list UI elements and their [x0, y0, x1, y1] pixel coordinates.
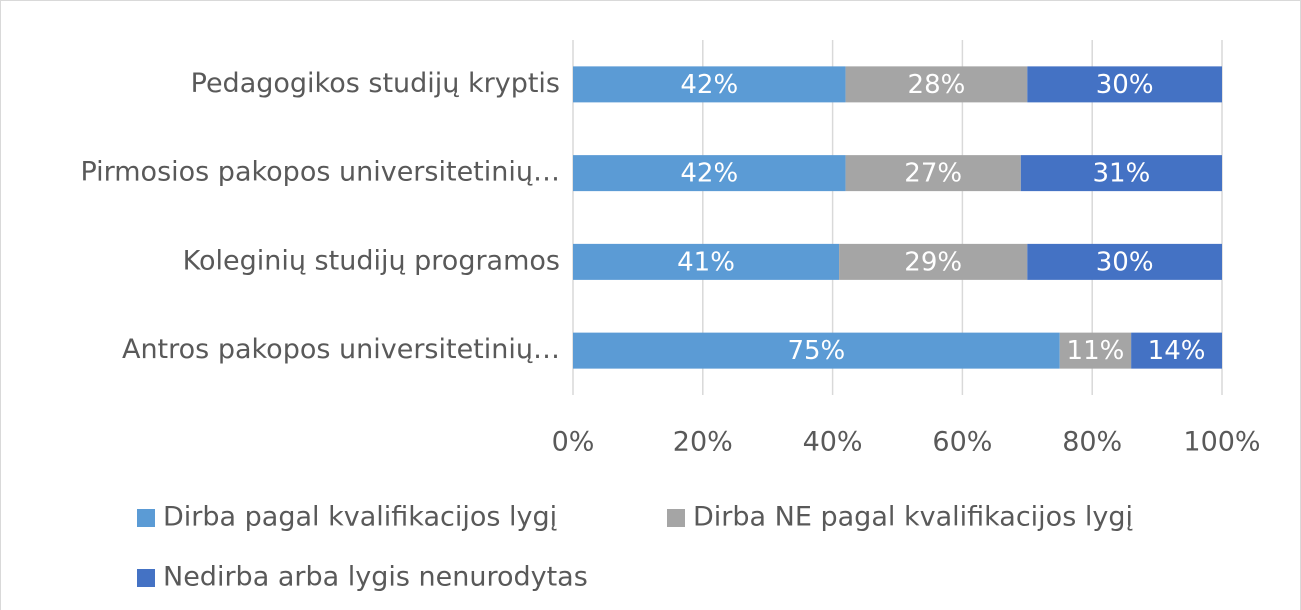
- bar-segment: [1027, 66, 1222, 103]
- data-label: 41%: [677, 247, 735, 277]
- x-tick-label: 0%: [552, 427, 595, 458]
- bar-segment: [573, 243, 840, 280]
- legend-label: Dirba NE pagal kvalifikacijos lygį: [693, 502, 1133, 533]
- y-tick-label: Koleginių studijų programos: [183, 245, 560, 276]
- data-label: 42%: [680, 159, 738, 189]
- legend-swatch: [667, 509, 685, 527]
- bar-segment: [845, 155, 1021, 192]
- data-label: 29%: [904, 247, 962, 277]
- bar-segment: [1131, 332, 1222, 369]
- x-tick-label: 60%: [932, 427, 992, 458]
- bar-segment: [573, 332, 1060, 369]
- bar-segment: [839, 243, 1028, 280]
- data-label: 14%: [1148, 336, 1206, 366]
- data-label: 42%: [680, 70, 738, 100]
- data-label: 75%: [787, 336, 845, 366]
- bar-segment: [1059, 332, 1132, 369]
- data-label: 11%: [1067, 336, 1125, 366]
- data-label: 31%: [1093, 159, 1151, 189]
- y-tick-label: Pirmosios pakopos universitetinių…: [80, 157, 560, 188]
- legend-swatch: [137, 509, 155, 527]
- y-tick-label: Antros pakopos universitetinių…: [122, 334, 560, 365]
- data-label: 28%: [908, 70, 966, 100]
- bar-segment: [1027, 243, 1222, 280]
- data-label: 30%: [1096, 247, 1154, 277]
- bar-segment: [573, 66, 846, 103]
- legend-swatch: [137, 569, 155, 587]
- x-tick-label: 100%: [1183, 427, 1260, 458]
- legend-label: Dirba pagal kvalifikacijos lygį: [163, 502, 557, 533]
- data-label: 30%: [1096, 70, 1154, 100]
- bar-segment: [845, 66, 1028, 103]
- x-tick-label: 20%: [673, 427, 733, 458]
- y-tick-label: Pedagogikos studijų kryptis: [191, 68, 560, 99]
- legend-label: Nedirba arba lygis nenurodytas: [163, 562, 588, 593]
- bar-segment: [1020, 155, 1222, 192]
- x-tick-label: 40%: [803, 427, 863, 458]
- x-tick-label: 80%: [1062, 427, 1122, 458]
- data-label: 27%: [904, 159, 962, 189]
- bar-segment: [573, 155, 846, 192]
